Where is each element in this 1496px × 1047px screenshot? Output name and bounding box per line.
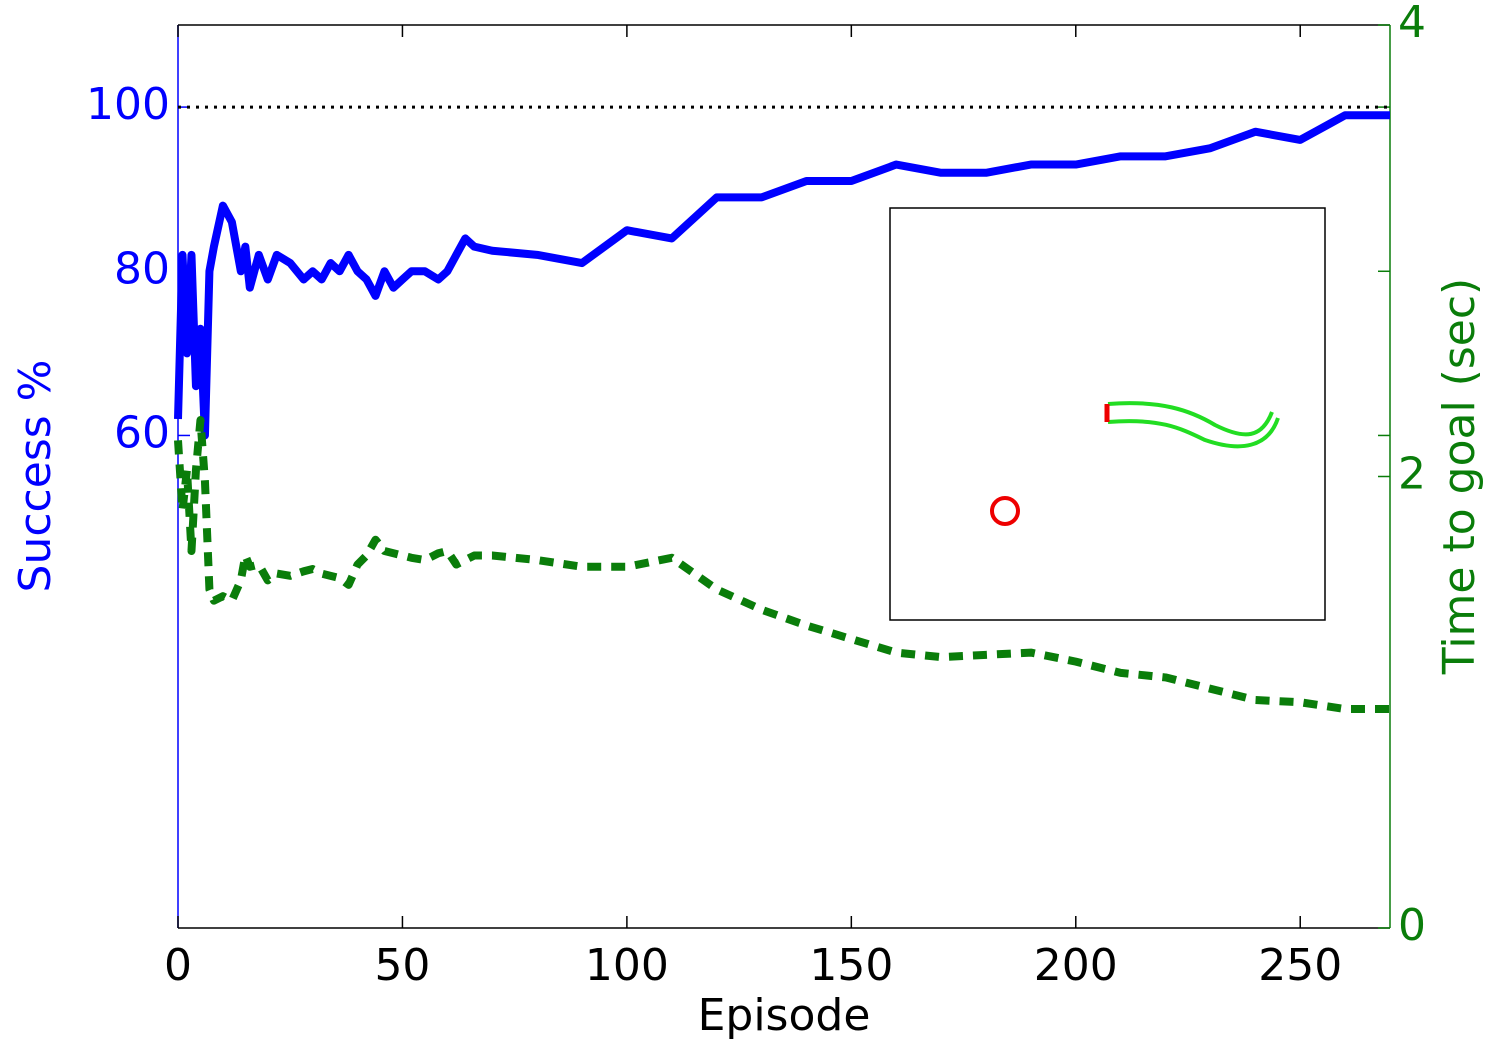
y-axis-label: Success % [10,360,61,593]
inset-path [1107,401,1280,449]
y2-tick-label: 4 [1398,0,1426,48]
inset [889,207,1326,621]
y2-tick-label: 0 [1398,900,1426,951]
y-tick-label: 60 [114,407,170,458]
inset-goal [990,496,1020,526]
y-tick-label: 80 [114,243,170,294]
x-tick-label: 250 [1258,940,1342,991]
y-tick-label: 100 [86,79,170,130]
y2-tick-label: 2 [1398,449,1426,500]
x-axis-label: Episode [698,990,871,1041]
x-tick-label: 50 [374,940,430,991]
x-tick-label: 0 [164,940,192,991]
x-tick-label: 200 [1034,940,1118,991]
series-line [174,111,1390,440]
x-tick-label: 100 [585,940,669,991]
x-tick-label: 150 [809,940,893,991]
y2-axis-label: Time to goal (sec) [1434,278,1485,675]
